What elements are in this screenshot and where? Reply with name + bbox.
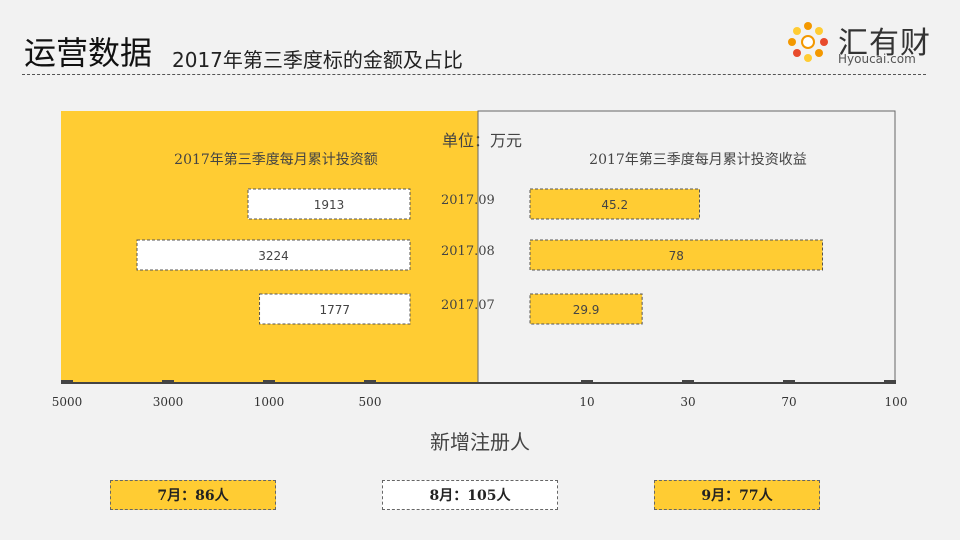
right-chart-title: 2017年第三季度每月累计投资收益 [589, 151, 807, 168]
left-tick-label: 5000 [52, 395, 83, 409]
left-tick-label: 3000 [153, 395, 184, 409]
tick-mark [364, 380, 376, 384]
right-tick-label: 100 [885, 395, 908, 409]
right-tick-label: 70 [781, 395, 796, 409]
right-bar-label: 78 [669, 249, 684, 263]
left-tick-label: 1000 [254, 395, 285, 409]
footer-title: 新增注册人 [430, 430, 530, 454]
registration-box: 8月：105人 [382, 480, 558, 510]
right-bar [529, 239, 823, 271]
right-bar-label: 29.9 [573, 303, 600, 317]
registration-box: 9月：77人 [654, 480, 820, 510]
right-bar [529, 188, 700, 220]
tick-mark [61, 380, 73, 384]
tick-mark [783, 380, 795, 384]
logo-url: Hyoucai.com [838, 52, 916, 66]
tick-mark [682, 380, 694, 384]
left-bar-label: 1913 [314, 198, 345, 212]
registration-box: 7月：86人 [110, 480, 276, 510]
page-title: 运营数据 [24, 34, 153, 72]
right-bar [529, 293, 643, 325]
left-chart-title: 2017年第三季度每月累计投资额 [174, 151, 378, 168]
left-bar [247, 188, 411, 220]
brand-logo: 汇有财 Hyoucai.com [784, 18, 934, 70]
left-bar-label: 3224 [258, 249, 289, 263]
category-label: 2017.09 [441, 193, 495, 208]
tick-mark [884, 380, 896, 384]
tick-mark [162, 380, 174, 384]
category-label: 2017.08 [441, 244, 495, 259]
flower-logo-icon [788, 22, 828, 62]
page-subtitle: 2017年第三季度标的金额及占比 [172, 48, 463, 72]
left-bar-label: 1777 [319, 303, 350, 317]
category-label: 2017.07 [441, 298, 495, 313]
tick-mark [263, 380, 275, 384]
right-tick-label: 10 [579, 395, 594, 409]
tick-mark [581, 380, 593, 384]
logo-name: 汇有财 [838, 26, 931, 61]
left-bar [259, 293, 411, 325]
right-tick-label: 30 [680, 395, 695, 409]
left-bar [136, 239, 411, 271]
right-bar-label: 45.2 [601, 198, 628, 212]
unit-label: 单位：万元 [442, 131, 522, 150]
header-divider [22, 74, 926, 75]
left-tick-label: 500 [359, 395, 382, 409]
